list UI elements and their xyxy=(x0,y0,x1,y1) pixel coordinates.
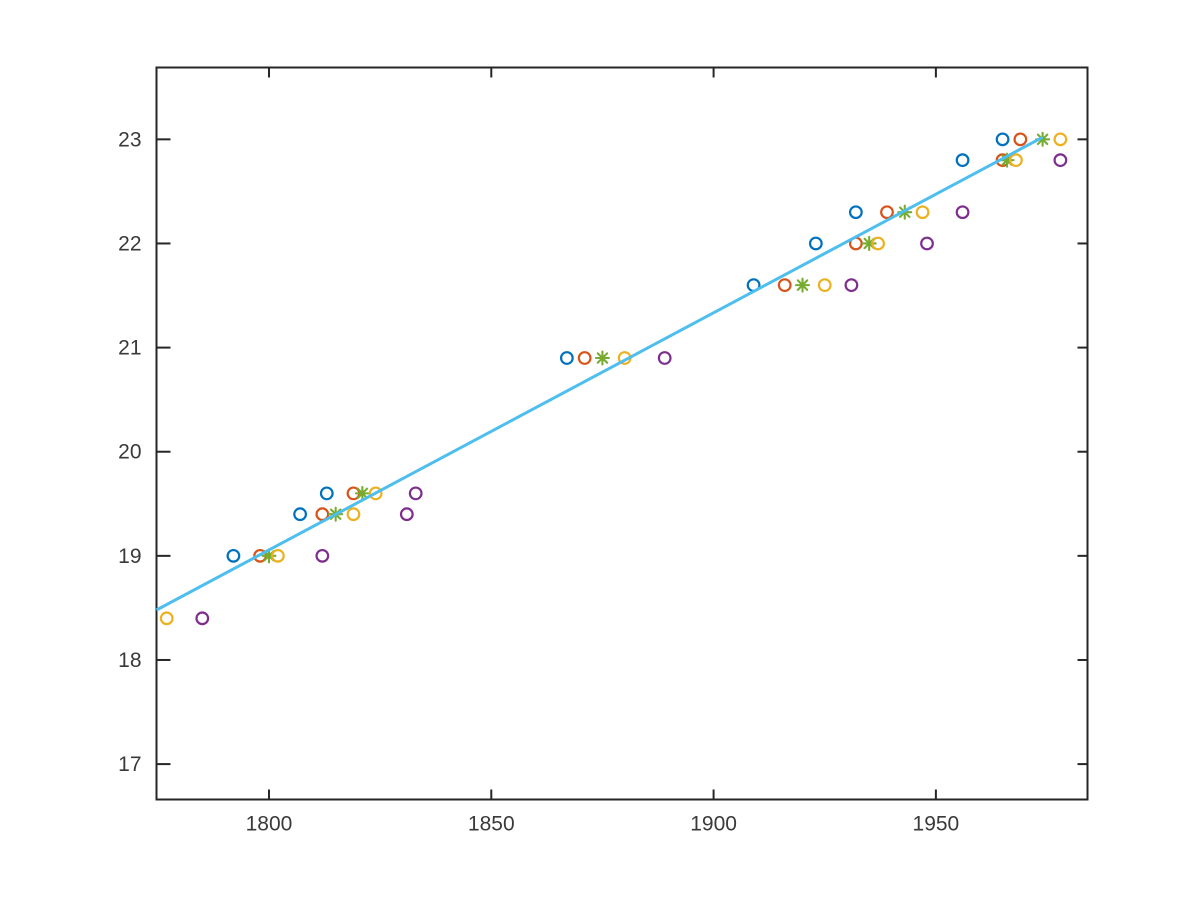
data-point-green-asterisks xyxy=(261,548,277,564)
data-point-green-asterisks xyxy=(594,350,610,366)
data-point-purple-circles xyxy=(408,486,423,501)
data-point-blue-circles xyxy=(955,153,970,168)
data-point-blue-circles xyxy=(808,236,823,251)
x-tick-label: 1900 xyxy=(690,813,737,836)
data-point-yellow-circles xyxy=(871,236,885,251)
data-point-yellow-circles xyxy=(159,611,174,626)
y-tick-label: 21 xyxy=(118,337,141,360)
data-point-green-asterisks xyxy=(1035,131,1051,147)
y-tick-label: 23 xyxy=(118,128,141,151)
y-tick-label: 17 xyxy=(118,753,141,776)
data-point-yellow-circles xyxy=(270,548,285,563)
data-point-orange-circles xyxy=(880,205,894,220)
x-tick-label: 1850 xyxy=(468,813,515,836)
data-point-green-asterisks xyxy=(861,235,877,252)
y-tick-label: 19 xyxy=(118,545,141,568)
data-point-purple-circles xyxy=(955,205,970,220)
data-point-purple-circles xyxy=(315,548,330,563)
data-point-yellow-circles xyxy=(346,507,361,522)
data-point-yellow-circles xyxy=(915,205,930,220)
fit-line xyxy=(155,135,1044,612)
data-point-green-asterisks xyxy=(794,277,811,293)
data-point-blue-circles xyxy=(226,548,241,563)
data-point-blue-circles xyxy=(293,507,308,522)
data-point-blue-circles xyxy=(559,351,574,365)
data-point-blue-circles xyxy=(995,132,1010,147)
data-point-yellow-circles xyxy=(1053,132,1068,147)
x-tick-label: 1800 xyxy=(246,813,293,836)
data-point-orange-circles xyxy=(777,278,792,293)
data-point-purple-circles xyxy=(195,611,210,626)
plot-box xyxy=(155,66,1089,801)
data-point-orange-circles xyxy=(577,351,592,365)
data-point-blue-circles xyxy=(848,205,863,220)
y-tick-label: 18 xyxy=(118,649,141,672)
data-point-yellow-circles xyxy=(368,486,383,501)
data-point-purple-circles xyxy=(844,278,859,293)
data-point-purple-circles xyxy=(1053,153,1068,168)
y-tick-label: 22 xyxy=(118,232,141,255)
data-point-orange-circles xyxy=(1013,132,1028,147)
data-point-yellow-circles xyxy=(1009,153,1023,168)
data-point-purple-circles xyxy=(657,351,672,365)
data-point-purple-circles xyxy=(399,507,414,522)
y-tick-label: 20 xyxy=(118,441,141,464)
data-point-green-asterisks xyxy=(354,485,370,501)
data-point-blue-circles xyxy=(319,486,334,501)
data-point-green-asterisks xyxy=(999,152,1015,168)
data-point-yellow-circles xyxy=(817,278,832,293)
data-point-purple-circles xyxy=(920,236,934,251)
x-tick-label: 1950 xyxy=(913,813,960,836)
